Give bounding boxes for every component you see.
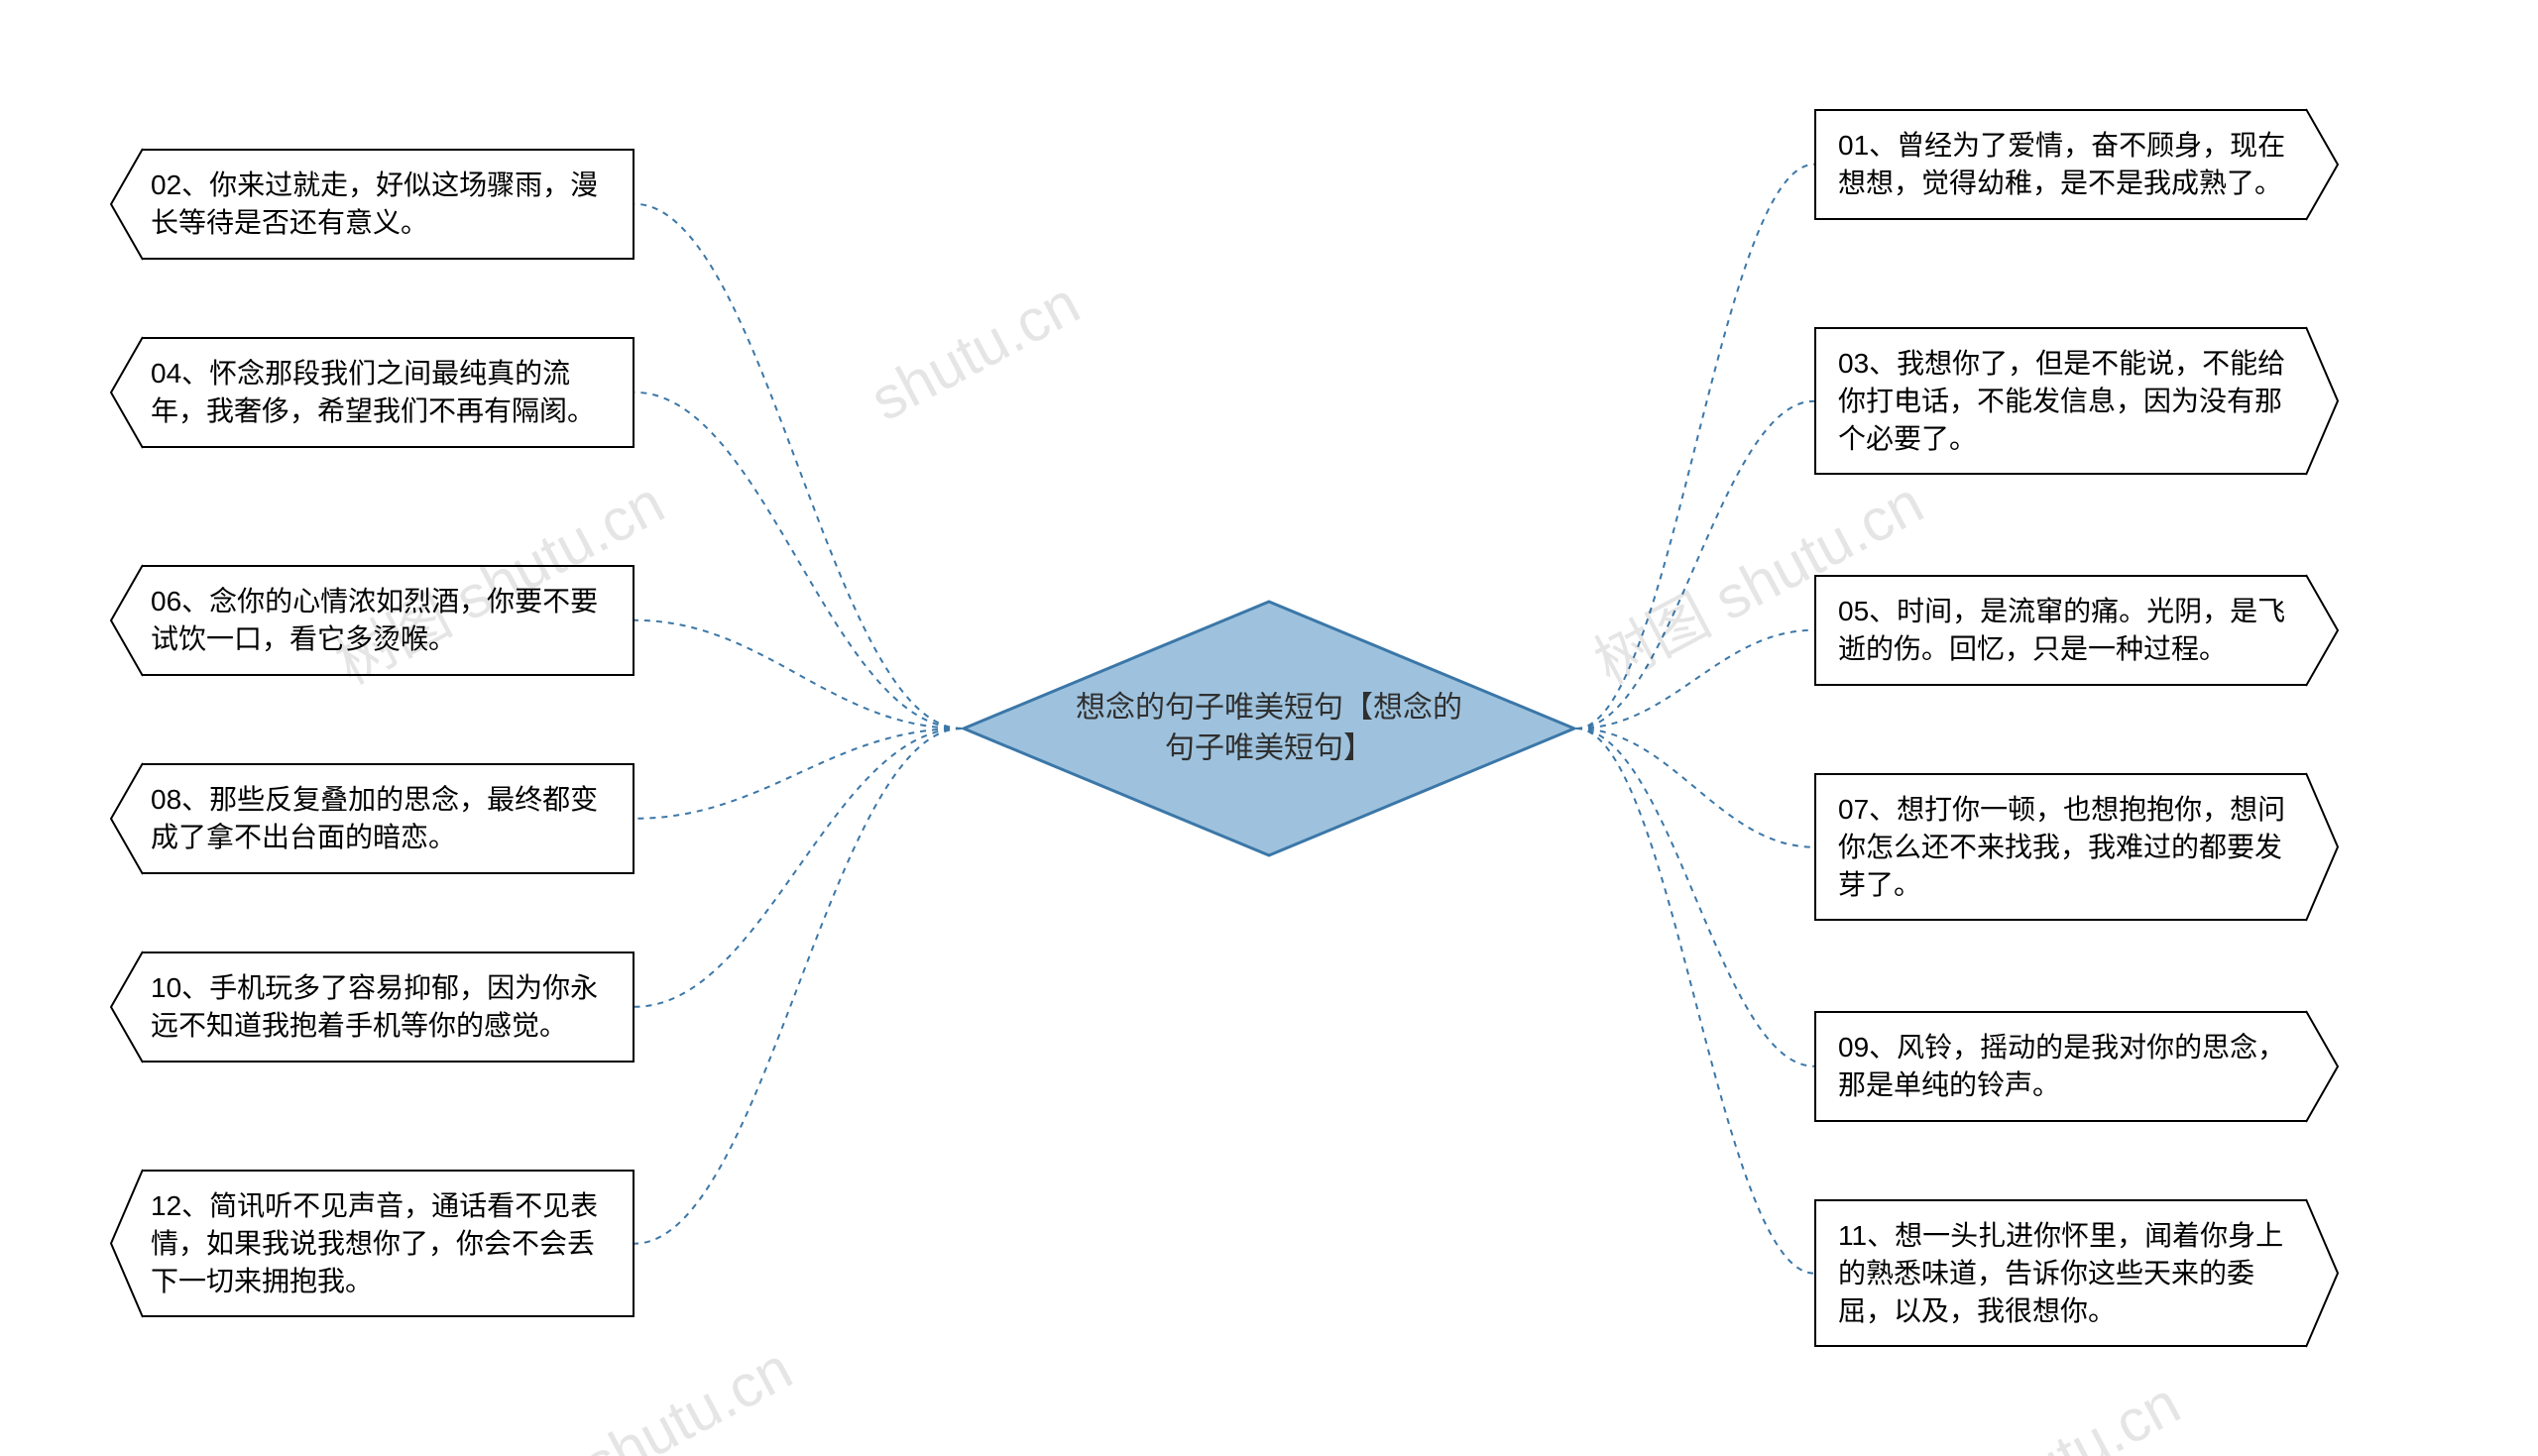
leaf-node-text: 03、我想你了，但是不能说，不能给你打电话，不能发信息，因为没有那个必要了。 (1838, 345, 2298, 457)
center-node: 想念的句子唯美短句【想念的句子唯美短句】 (962, 600, 1576, 857)
leaf-node: 02、你来过就走，好似这场骤雨，漫长等待是否还有意义。 (109, 149, 634, 260)
leaf-node: 06、念你的心情浓如烈酒，你要不要试饮一口，看它多烫喉。 (109, 565, 634, 676)
leaf-node: 05、时间，是流窜的痛。光阴，是飞逝的伤。回忆，只是一种过程。 (1814, 575, 2340, 686)
leaf-node-text: 05、时间，是流窜的痛。光阴，是飞逝的伤。回忆，只是一种过程。 (1838, 593, 2298, 668)
node-arrow-notch (109, 565, 143, 676)
leaf-node-text: 02、你来过就走，好似这场骤雨，漫长等待是否还有意义。 (151, 167, 611, 242)
leaf-node: 03、我想你了，但是不能说，不能给你打电话，不能发信息，因为没有那个必要了。 (1814, 327, 2340, 475)
node-arrow-notch (109, 1170, 143, 1317)
leaf-node: 07、想打你一顿，也想抱抱你，想问你怎么还不来找我，我难过的都要发芽了。 (1814, 773, 2340, 921)
node-arrow-notch (109, 952, 143, 1063)
leaf-node: 12、简讯听不见声音，通话看不见表情，如果我说我想你了，你会不会丢下一切来拥抱我… (109, 1170, 634, 1317)
leaf-node-text: 12、简讯听不见声音，通话看不见表情，如果我说我想你了，你会不会丢下一切来拥抱我… (151, 1187, 611, 1299)
leaf-node-text: 08、那些反复叠加的思念，最终都变成了拿不出台面的暗恋。 (151, 781, 611, 856)
watermark-text: shutu.cn (572, 1334, 803, 1456)
node-arrow-notch (2306, 773, 2340, 921)
leaf-node-text: 04、怀念那段我们之间最纯真的流年，我奢侈，希望我们不再有隔阂。 (151, 355, 611, 430)
leaf-node-text: 07、想打你一顿，也想抱抱你，想问你怎么还不来找我，我难过的都要发芽了。 (1838, 791, 2298, 903)
node-arrow-notch (109, 337, 143, 448)
leaf-node: 09、风铃，摇动的是我对你的思念，那是单纯的铃声。 (1814, 1011, 2340, 1122)
node-arrow-notch (2306, 327, 2340, 475)
watermark-text: shutu.cn (860, 269, 1091, 434)
leaf-node: 04、怀念那段我们之间最纯真的流年，我奢侈，希望我们不再有隔阂。 (109, 337, 634, 448)
node-arrow-notch (2306, 575, 2340, 686)
center-label: 想念的句子唯美短句【想念的句子唯美短句】 (1071, 689, 1467, 769)
leaf-node: 10、手机玩多了容易抑郁，因为你永远不知道我抱着手机等你的感觉。 (109, 952, 634, 1063)
node-arrow-notch (2306, 1199, 2340, 1347)
leaf-node: 11、想一头扎进你怀里，闻着你身上的熟悉味道，告诉你这些天来的委屈，以及，我很想… (1814, 1199, 2340, 1347)
node-arrow-notch (109, 149, 143, 260)
leaf-node-text: 09、风铃，摇动的是我对你的思念，那是单纯的铃声。 (1838, 1029, 2298, 1104)
node-arrow-notch (109, 763, 143, 874)
leaf-node-text: 01、曾经为了爱情，奋不顾身，现在想想，觉得幼稚，是不是我成熟了。 (1838, 127, 2298, 202)
leaf-node: 08、那些反复叠加的思念，最终都变成了拿不出台面的暗恋。 (109, 763, 634, 874)
leaf-node: 01、曾经为了爱情，奋不顾身，现在想想，觉得幼稚，是不是我成熟了。 (1814, 109, 2340, 220)
leaf-node-text: 10、手机玩多了容易抑郁，因为你永远不知道我抱着手机等你的感觉。 (151, 969, 611, 1045)
mindmap-stage: 想念的句子唯美短句【想念的句子唯美短句】 02、你来过就走，好似这场骤雨，漫长等… (0, 0, 2538, 1456)
node-arrow-notch (2306, 1011, 2340, 1122)
watermark-text: shutu.cn (1960, 1369, 2191, 1456)
leaf-node-text: 06、念你的心情浓如烈酒，你要不要试饮一口，看它多烫喉。 (151, 583, 611, 658)
node-arrow-notch (2306, 109, 2340, 220)
leaf-node-text: 11、想一头扎进你怀里，闻着你身上的熟悉味道，告诉你这些天来的委屈，以及，我很想… (1838, 1217, 2298, 1329)
